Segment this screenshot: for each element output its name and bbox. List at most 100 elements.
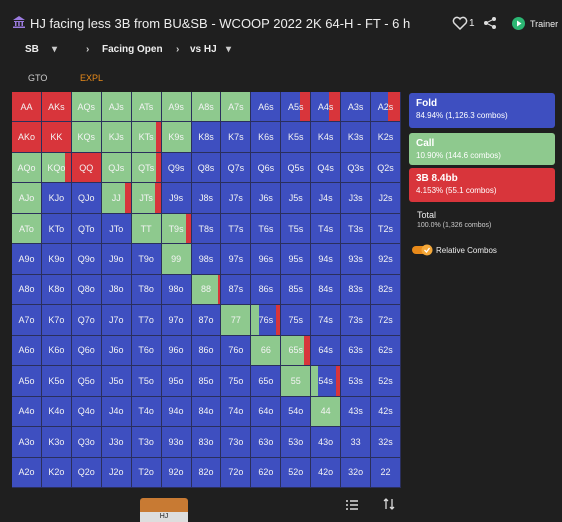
action-segment	[311, 244, 341, 274]
filter[interactable]: SB	[25, 44, 39, 55]
action-segment	[71, 213, 101, 244]
hand-label: AQo	[17, 162, 36, 173]
action-segment	[101, 457, 131, 487]
hand-cell: 63s	[341, 335, 372, 367]
title: HJ facing less 3B from BU&SB - WCOOP 202…	[30, 16, 410, 31]
hand-cell: T8s	[191, 213, 222, 245]
action-segment	[71, 122, 101, 152]
filter[interactable]: Facing Open	[102, 44, 163, 55]
hand-cell: 65o	[251, 366, 282, 397]
hand-label: A9o	[18, 254, 35, 265]
action-card[interactable]: Fold 84.94% (1,126.3 combos)	[409, 93, 555, 128]
hand-label: 85o	[198, 375, 214, 386]
hand-cell: Q9o	[71, 244, 102, 275]
hand-cell: 92o	[161, 457, 192, 488]
action-segment	[65, 152, 71, 183]
action-segment	[41, 152, 66, 183]
hand-cell: T8o	[131, 274, 162, 306]
trainer-icon[interactable]	[512, 17, 525, 30]
hand-cell: T9s	[161, 213, 192, 245]
trainer-link[interactable]: Trainer	[530, 19, 559, 29]
hand-cell: J8s	[191, 183, 222, 214]
action-card[interactable]: Call 10.90% (144.6 combos)	[409, 133, 555, 165]
hand-cell: 87s	[221, 274, 252, 306]
hand-cell: 94o	[161, 396, 192, 428]
hand-label: 84s	[318, 284, 333, 295]
action-segment	[281, 274, 311, 305]
hand-cell: J6o	[101, 335, 132, 367]
hand-label: Q8o	[77, 284, 95, 295]
hand-label: KTo	[48, 223, 65, 234]
action-segment	[371, 457, 400, 487]
sort-icon[interactable]	[383, 498, 395, 510]
hand-label: Q7o	[77, 314, 95, 325]
hand-cell: T7o	[131, 305, 162, 336]
hand-cell: 84o	[191, 396, 222, 428]
hand-cell: J3o	[101, 427, 132, 458]
action-segment	[311, 427, 341, 457]
hand-label: 32s	[378, 436, 393, 447]
action-segment	[281, 92, 301, 122]
dropdown-arrow: ▾	[226, 44, 232, 55]
action-segment	[131, 427, 161, 457]
hand-label: K4o	[48, 406, 65, 417]
tab[interactable]: GTO	[28, 73, 48, 83]
hand-cell: K7o	[41, 305, 72, 336]
bank-icon	[13, 16, 25, 28]
action-segment	[217, 274, 221, 305]
action-segment	[221, 152, 251, 183]
like-button[interactable]	[452, 16, 468, 30]
action-name: 3B 8.4bb	[416, 173, 458, 184]
hand-cell: 85o	[191, 366, 222, 397]
action-segment	[341, 427, 371, 457]
hand-label: J6s	[258, 193, 273, 204]
action-segment	[311, 122, 341, 152]
action-segment	[101, 274, 131, 305]
action-segment	[251, 122, 281, 152]
hand-label: 44	[320, 406, 331, 417]
action-segment	[221, 213, 251, 244]
action-segment	[221, 366, 251, 396]
action-segment	[161, 274, 191, 305]
action-segment	[41, 213, 71, 244]
list-icon[interactable]	[346, 500, 358, 510]
hand-cell: QJs	[101, 152, 132, 184]
hand-label: KJs	[108, 132, 124, 143]
hand-label: Q8s	[197, 162, 215, 173]
hand-label: 52o	[288, 467, 304, 478]
hand-label: Q2o	[77, 467, 95, 478]
hand-label: T7s	[228, 223, 244, 234]
hand-label: A4o	[18, 406, 35, 417]
action-segment	[12, 396, 41, 427]
hand-cell: T6o	[131, 335, 162, 367]
tab[interactable]: EXPL	[80, 73, 104, 83]
hand-label: 92o	[168, 467, 184, 478]
hand-cell: Q5o	[71, 366, 102, 397]
hand-label: A6o	[18, 345, 35, 356]
hand-label: TT	[140, 223, 152, 234]
action-segment	[311, 152, 341, 183]
hand-cell: K4o	[41, 396, 72, 428]
hand-label: K4s	[317, 132, 334, 143]
hand-cell: 86s	[251, 274, 282, 306]
action-segment	[328, 92, 341, 122]
hand-label: 93o	[168, 436, 184, 447]
filter[interactable]: vs HJ	[190, 44, 217, 55]
share-button[interactable]	[483, 16, 497, 30]
hand-label: J4o	[108, 406, 124, 417]
toggle[interactable]	[412, 244, 434, 256]
hand-label: KK	[50, 132, 63, 143]
hand-cell: J2o	[101, 457, 132, 488]
hand-label: 96s	[258, 254, 274, 265]
hand-label: J2s	[378, 193, 393, 204]
hand-cell: A6o	[12, 335, 42, 367]
action-segment	[41, 274, 71, 305]
action-segment	[311, 396, 341, 427]
hand-cell: 88	[191, 274, 222, 306]
hand-label: J9s	[169, 193, 184, 204]
hand-label: 84o	[198, 406, 214, 417]
hand-label: 95s	[288, 254, 304, 265]
hand-cell: J8o	[101, 274, 132, 306]
action-card[interactable]: 3B 8.4bb 4.153% (55.1 combos)	[409, 168, 555, 202]
hand-cell: K8o	[41, 274, 72, 306]
